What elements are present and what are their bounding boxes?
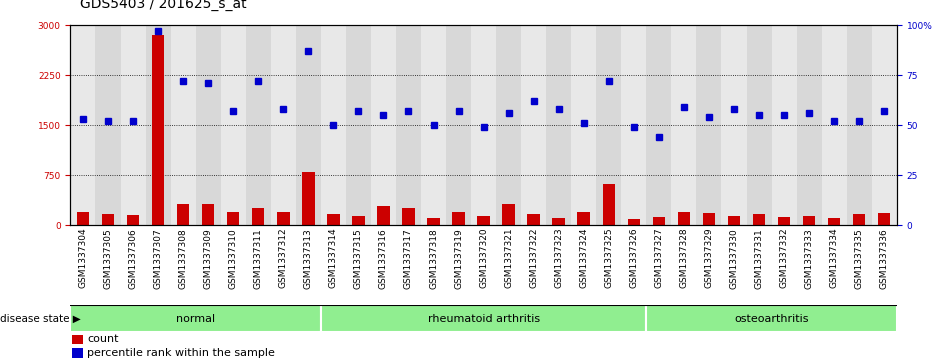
Bar — [321, 305, 646, 332]
Bar — [421, 25, 446, 225]
Bar — [352, 216, 364, 225]
Bar — [627, 219, 640, 225]
Bar — [246, 25, 270, 225]
Bar — [152, 35, 164, 225]
Bar — [603, 184, 615, 225]
Bar — [477, 216, 490, 225]
Bar — [847, 25, 871, 225]
Bar — [296, 25, 321, 225]
Bar — [721, 25, 747, 225]
Bar — [120, 25, 146, 225]
Bar — [146, 25, 171, 225]
Bar — [878, 213, 890, 225]
Bar — [270, 25, 296, 225]
Text: count: count — [87, 334, 118, 344]
Bar — [252, 208, 265, 225]
Bar — [853, 214, 866, 225]
Bar — [747, 25, 772, 225]
Bar — [496, 25, 521, 225]
Bar — [646, 305, 897, 332]
Bar — [678, 212, 690, 225]
Bar — [221, 25, 246, 225]
Bar — [127, 215, 139, 225]
Bar — [571, 25, 596, 225]
Bar — [697, 25, 721, 225]
Bar — [377, 206, 390, 225]
Bar — [871, 25, 897, 225]
Bar — [622, 25, 646, 225]
Bar — [777, 217, 791, 225]
Bar — [177, 204, 190, 225]
Bar — [72, 335, 83, 344]
Bar — [77, 212, 89, 225]
Bar — [346, 25, 371, 225]
Text: rheumatoid arthritis: rheumatoid arthritis — [427, 314, 540, 323]
Bar — [702, 213, 716, 225]
Bar — [402, 208, 415, 225]
Bar — [828, 218, 840, 225]
Bar — [546, 25, 571, 225]
Bar — [803, 216, 815, 225]
Bar — [427, 218, 439, 225]
Bar — [396, 25, 421, 225]
Bar — [321, 25, 346, 225]
Bar — [227, 212, 239, 225]
Bar — [502, 204, 515, 225]
Bar — [277, 212, 289, 225]
Text: GDS5403 / 201625_s_at: GDS5403 / 201625_s_at — [80, 0, 246, 11]
Bar — [822, 25, 847, 225]
Bar — [646, 25, 671, 225]
Bar — [195, 25, 221, 225]
Text: percentile rank within the sample: percentile rank within the sample — [87, 348, 275, 358]
Bar — [72, 348, 83, 358]
Bar — [453, 212, 465, 225]
Bar — [521, 25, 546, 225]
Text: disease state ▶: disease state ▶ — [0, 314, 81, 323]
Bar — [202, 204, 214, 225]
Bar — [528, 214, 540, 225]
Bar — [596, 25, 622, 225]
Bar — [577, 212, 590, 225]
Bar — [302, 172, 315, 225]
Bar — [70, 305, 321, 332]
Bar — [101, 214, 115, 225]
Bar — [552, 218, 565, 225]
Bar — [471, 25, 496, 225]
Bar — [796, 25, 822, 225]
Bar — [171, 25, 195, 225]
Text: osteoarthritis: osteoarthritis — [734, 314, 808, 323]
Bar — [70, 25, 96, 225]
Bar — [728, 216, 740, 225]
Bar — [371, 25, 396, 225]
Bar — [327, 214, 340, 225]
Bar — [96, 25, 120, 225]
Bar — [653, 217, 665, 225]
Bar — [772, 25, 796, 225]
Bar — [446, 25, 471, 225]
Bar — [671, 25, 697, 225]
Bar — [753, 214, 765, 225]
Text: normal: normal — [177, 314, 215, 323]
